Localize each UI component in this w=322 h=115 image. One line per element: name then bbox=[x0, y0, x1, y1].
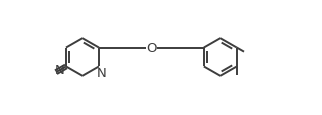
Text: N: N bbox=[55, 64, 65, 77]
Text: N: N bbox=[97, 67, 106, 80]
Text: O: O bbox=[146, 42, 156, 55]
